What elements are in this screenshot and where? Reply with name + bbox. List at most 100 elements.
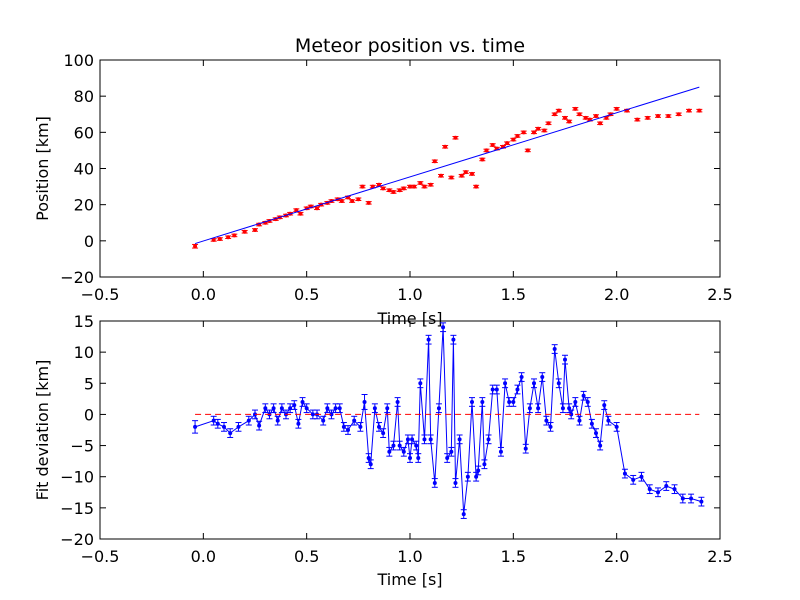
x-tick-label: −0.5 [81, 285, 120, 304]
y-tick-label: −5 [70, 437, 94, 456]
data-point [339, 199, 344, 204]
data-point [581, 393, 586, 398]
data-point [414, 443, 419, 448]
y-tick-label: 0 [84, 232, 94, 251]
data-point [401, 186, 406, 191]
x-axis-title: Time [s] [376, 309, 442, 328]
y-tick-label: 15 [74, 312, 94, 331]
data-point [498, 449, 503, 454]
data-point [527, 406, 532, 411]
data-point [486, 437, 491, 442]
x-axis-title: Time [s] [376, 570, 442, 589]
data-point [405, 437, 410, 442]
data-point [666, 114, 671, 119]
data-point [689, 496, 694, 501]
data-point [453, 480, 458, 485]
x-tick-label: 0.5 [294, 285, 319, 304]
x-tick-label: 0.0 [191, 285, 216, 304]
data-point [391, 443, 396, 448]
data-point [474, 474, 479, 479]
data-point [577, 418, 582, 423]
data-point [569, 412, 574, 417]
data-point [228, 431, 233, 436]
data-point [577, 112, 582, 117]
data-point [294, 208, 299, 213]
data-point [490, 387, 495, 392]
data-point [387, 449, 392, 454]
data-point [408, 456, 412, 461]
data-point [298, 211, 303, 216]
data-point [515, 133, 520, 138]
data-point [622, 471, 627, 476]
data-point [548, 424, 553, 429]
y-tick-label: 5 [84, 374, 94, 393]
data-point [279, 406, 284, 411]
x-tick-label: 2.5 [707, 285, 732, 304]
data-point [463, 170, 468, 175]
data-point [368, 462, 373, 467]
data-point [304, 406, 309, 411]
data-point [511, 399, 516, 404]
data-point [391, 190, 396, 195]
data-point [211, 418, 216, 423]
data-point [436, 406, 441, 411]
data-point [523, 446, 528, 451]
data-point [449, 449, 454, 454]
data-point [680, 496, 685, 501]
data-point [358, 424, 363, 429]
data-point [412, 184, 417, 189]
data-point [432, 159, 437, 164]
data-point [217, 237, 222, 242]
x-tick-label: 1.5 [501, 547, 526, 566]
data-point [193, 424, 198, 429]
data-point [288, 406, 293, 411]
data-point [583, 115, 588, 120]
data-point [556, 381, 561, 386]
data-point [385, 406, 390, 411]
data-point [381, 431, 386, 436]
data-point [242, 229, 247, 234]
data-point [484, 148, 489, 153]
data-point [439, 173, 443, 178]
data-point [589, 421, 594, 426]
data-point [647, 487, 652, 492]
data-point [521, 130, 526, 135]
data-point [372, 406, 377, 411]
data-point [556, 108, 561, 113]
data-point [362, 399, 367, 404]
data-point [482, 462, 487, 467]
data-point [664, 484, 669, 489]
data-point [418, 180, 423, 185]
y-tick-label: −20 [60, 268, 94, 287]
data-point [408, 184, 412, 189]
data-point [635, 117, 640, 122]
data-point [449, 175, 454, 180]
x-tick-label: 2.0 [604, 285, 629, 304]
data-point [236, 424, 241, 429]
data-point [604, 115, 609, 120]
x-tick-label: −0.5 [81, 547, 120, 566]
data-point [676, 112, 681, 117]
y-tick-label: 10 [74, 343, 94, 362]
data-point [441, 325, 446, 330]
data-point [519, 375, 524, 380]
data-point [560, 406, 565, 411]
data-point [542, 128, 547, 133]
data-point [470, 399, 474, 404]
data-point [567, 406, 572, 411]
data-point [432, 480, 437, 485]
data-point [511, 137, 516, 142]
y-tick-label: −20 [60, 530, 94, 549]
y-tick-label: −15 [60, 499, 94, 518]
chart-title: Meteor position vs. time [295, 35, 525, 57]
data-point [352, 418, 357, 423]
chart-panel-2: −0.5 0.0 0.5 1.0 1.5 2.0 2.5 −20 −15 −10 −5 0 5 10 15 T… [33, 312, 733, 589]
data-point [594, 431, 598, 436]
x-tick-label: 2.0 [604, 547, 629, 566]
data-point [606, 418, 611, 423]
data-point [422, 184, 427, 189]
data-point [263, 406, 268, 411]
y-axis-title: Position [km] [33, 116, 52, 221]
data-point [567, 119, 572, 124]
